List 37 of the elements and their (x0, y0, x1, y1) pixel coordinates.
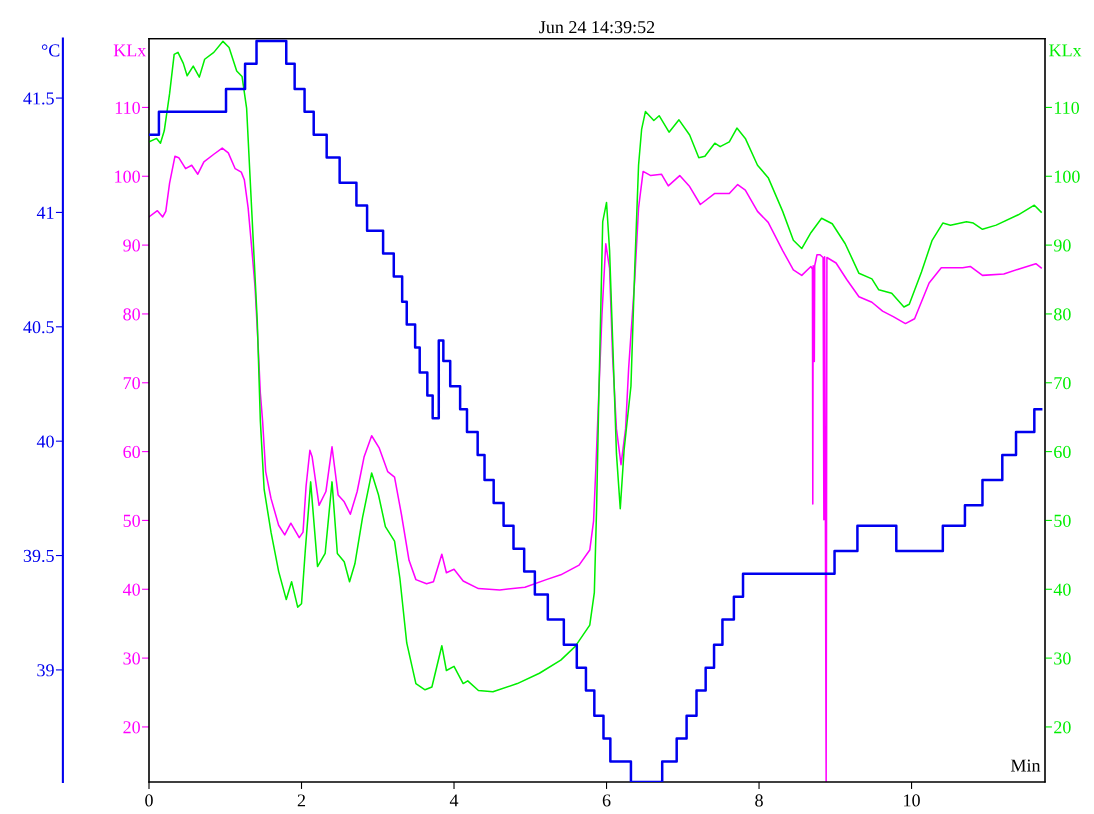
y-tick-label: 30 (123, 652, 140, 665)
y2-tick-label: 90 (1053, 239, 1071, 252)
y3-tick-label: 39 (37, 664, 54, 677)
y2-tick-label: 110 (1054, 101, 1080, 114)
y3-tick-label: 40.5 (23, 321, 54, 334)
y-tick-label: 60 (123, 445, 140, 459)
y-tick-label: 80 (123, 308, 140, 321)
y2-axis-title: KLx (1049, 44, 1082, 57)
y-tick-label: 20 (123, 721, 140, 734)
x-tick-label: 4 (449, 794, 459, 807)
x-tick-label: 6 (602, 794, 611, 807)
y-tick-label: 100 (115, 170, 140, 183)
y3-tick-label: 41 (36, 206, 54, 219)
y-tick-label: 90 (123, 239, 140, 252)
y3-tick-label: 39.5 (23, 549, 54, 563)
x-tick-label: 8 (755, 794, 763, 807)
y2-tick-label: 20 (1054, 721, 1071, 734)
y2-tick-label: 60 (1054, 445, 1071, 459)
y2-tick-label: 70 (1054, 377, 1071, 390)
y3-tick-label: 40 (36, 435, 54, 448)
y3-tick-label: 41.5 (23, 92, 54, 105)
y2-tick-label: 100 (1054, 170, 1080, 183)
x-tick-label: 0 (145, 794, 153, 807)
y-tick-label: 50 (123, 514, 140, 527)
y3-axis-title: °C (41, 44, 60, 57)
y2-tick-label: 50 (1054, 514, 1071, 527)
y-axis-title: KLx (113, 44, 147, 57)
y2-tick-label: 30 (1054, 652, 1071, 665)
x-axis-title: Min (1010, 759, 1041, 772)
y-tick-label: 110 (115, 101, 140, 114)
y-tick-label: 70 (123, 377, 140, 390)
y2-tick-label: 80 (1054, 308, 1071, 321)
y-tick-label: 40 (122, 583, 140, 596)
x-tick-label: 10 (904, 794, 920, 807)
x-tick-label: 2 (297, 794, 306, 807)
chart-title: Jun 24 14:39:52 (539, 21, 655, 34)
y2-tick-label: 40 (1053, 583, 1071, 596)
